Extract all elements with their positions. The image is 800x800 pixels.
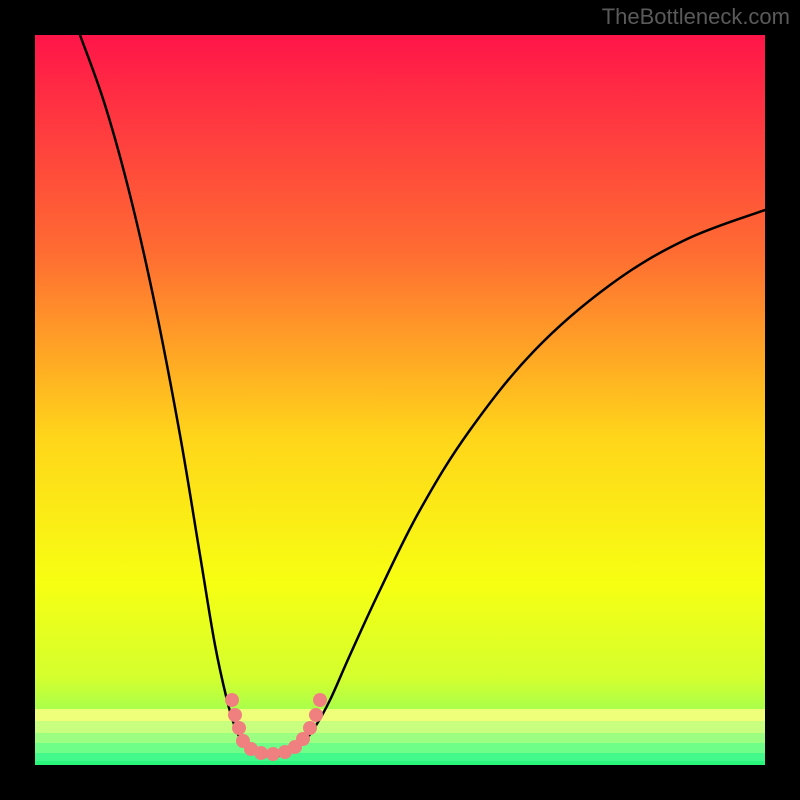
marker-dot [228,708,242,722]
marker-dot [254,746,268,760]
v-curve [35,35,765,765]
curve-markers [225,693,327,761]
plot-area [35,35,765,765]
marker-dot [266,747,280,761]
marker-dot [232,721,246,735]
marker-dot [309,708,323,722]
marker-dot [225,693,239,707]
marker-dot [303,721,317,735]
watermark-text: TheBottleneck.com [602,4,790,30]
marker-dot [313,693,327,707]
chart-container: TheBottleneck.com [0,0,800,800]
